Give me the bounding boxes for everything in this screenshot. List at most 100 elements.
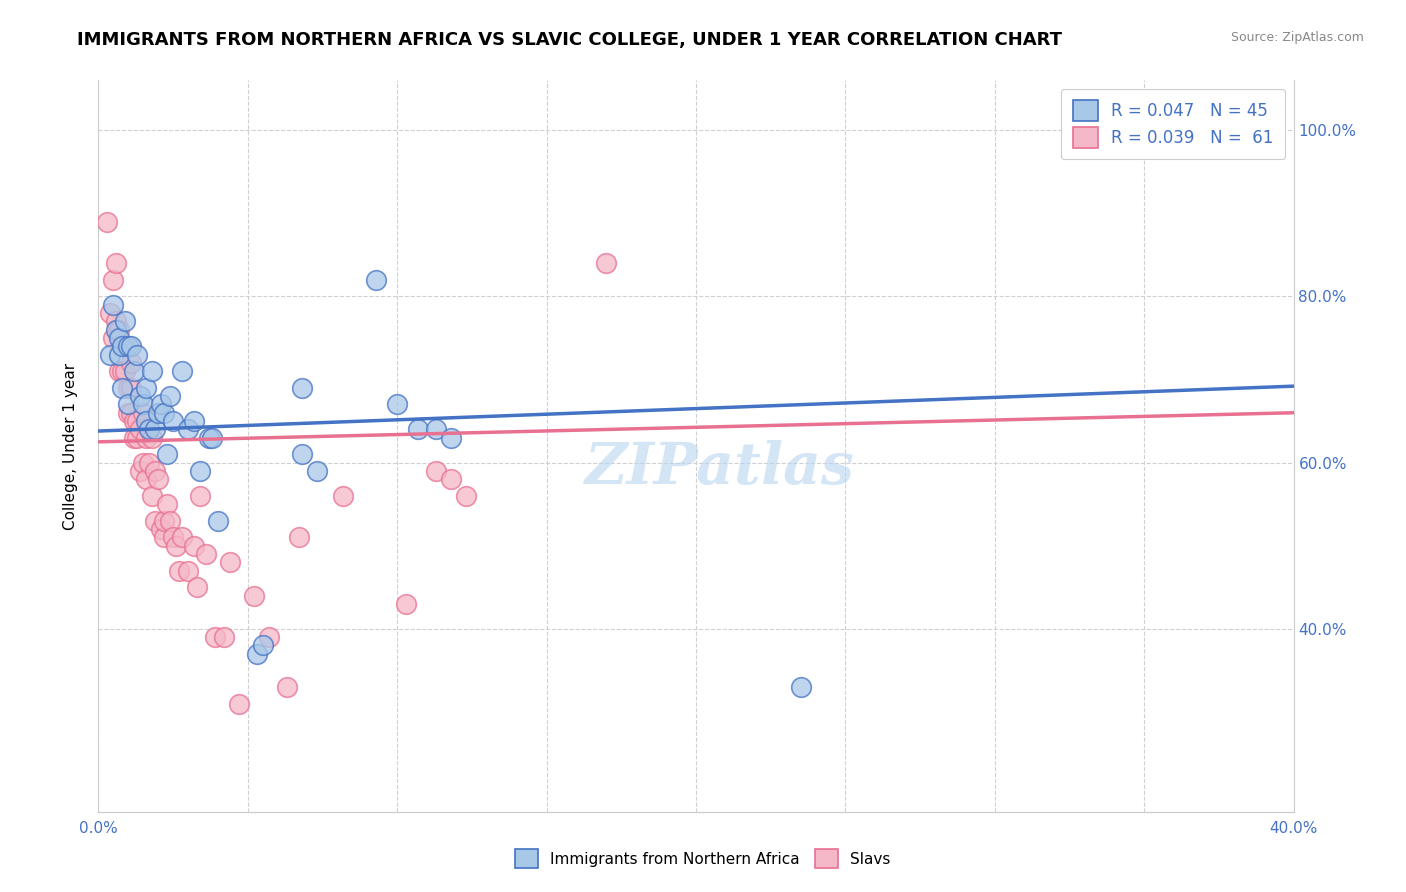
Point (114, 339, 136, 353)
Point (135, 414, 157, 428)
Point (124, 414, 146, 428)
Point (117, 339, 139, 353)
Point (138, 422, 160, 436)
Point (111, 339, 134, 353)
Point (103, 273, 125, 287)
Point (103, 298, 125, 312)
Point (207, 514, 229, 528)
Point (395, 597, 418, 611)
Point (212, 630, 235, 644)
Point (124, 431, 146, 445)
Point (177, 564, 200, 578)
Point (108, 323, 131, 337)
Legend: R = 0.047   N = 45, R = 0.039   N =  61: R = 0.047 N = 45, R = 0.039 N = 61 (1062, 88, 1285, 160)
Point (150, 397, 173, 411)
Point (440, 431, 463, 445)
Point (129, 389, 152, 403)
Y-axis label: College, Under 1 year: College, Under 1 year (63, 362, 77, 530)
Point (177, 422, 200, 436)
Point (114, 314, 136, 328)
Point (156, 497, 179, 511)
Point (108, 348, 131, 362)
Point (114, 364, 136, 378)
Point (148, 406, 170, 420)
Point (105, 256, 128, 270)
Point (188, 489, 211, 503)
Point (305, 464, 328, 478)
Point (595, 256, 617, 270)
Point (156, 447, 179, 461)
Point (287, 530, 309, 544)
Point (132, 406, 155, 420)
Point (159, 514, 181, 528)
Point (159, 389, 181, 403)
Point (108, 331, 131, 345)
Point (148, 472, 170, 486)
Point (153, 406, 176, 420)
Point (1232, 115, 1254, 129)
Point (132, 456, 155, 470)
Point (120, 406, 142, 420)
Point (183, 539, 205, 553)
Point (129, 464, 152, 478)
Text: Source: ZipAtlas.com: Source: ZipAtlas.com (1230, 31, 1364, 45)
Legend: Immigrants from Northern Africa, Slavs: Immigrants from Northern Africa, Slavs (508, 841, 898, 875)
Point (98, 306, 122, 320)
Point (143, 422, 166, 436)
Point (366, 273, 388, 287)
Point (385, 397, 409, 411)
Point (186, 580, 208, 594)
Point (195, 547, 218, 561)
Point (425, 422, 447, 436)
Point (143, 464, 166, 478)
Point (153, 514, 176, 528)
Point (98, 348, 122, 362)
Point (257, 630, 280, 644)
Point (243, 589, 266, 603)
Point (141, 431, 163, 445)
Point (188, 464, 211, 478)
Point (219, 555, 242, 569)
Point (124, 364, 146, 378)
Point (129, 422, 152, 436)
Point (120, 339, 142, 353)
Point (162, 530, 184, 544)
Point (143, 514, 166, 528)
Point (172, 364, 194, 378)
Point (111, 339, 134, 353)
Point (120, 356, 142, 370)
Point (276, 680, 298, 694)
Text: ZIPatlas: ZIPatlas (585, 440, 855, 496)
Point (138, 456, 160, 470)
Point (165, 539, 187, 553)
Point (141, 489, 163, 503)
Point (132, 397, 155, 411)
Point (111, 364, 134, 378)
Point (201, 431, 224, 445)
Point (172, 530, 194, 544)
Point (135, 472, 157, 486)
Point (183, 414, 205, 428)
Point (103, 331, 125, 345)
Point (117, 406, 139, 420)
Point (440, 472, 463, 486)
Point (117, 397, 139, 411)
Point (135, 381, 157, 395)
Point (291, 447, 314, 461)
Point (291, 381, 314, 395)
Point (454, 489, 477, 503)
Point (252, 639, 274, 653)
Point (789, 680, 811, 694)
Point (105, 314, 128, 328)
Point (228, 697, 250, 711)
Point (135, 431, 157, 445)
Point (127, 348, 149, 362)
Text: IMMIGRANTS FROM NORTHERN AFRICA VS SLAVIC COLLEGE, UNDER 1 YEAR CORRELATION CHAR: IMMIGRANTS FROM NORTHERN AFRICA VS SLAVI… (77, 31, 1063, 49)
Point (105, 323, 128, 337)
Point (246, 647, 269, 661)
Point (108, 364, 131, 378)
Point (204, 630, 226, 644)
Point (167, 564, 190, 578)
Point (150, 522, 173, 536)
Point (127, 431, 149, 445)
